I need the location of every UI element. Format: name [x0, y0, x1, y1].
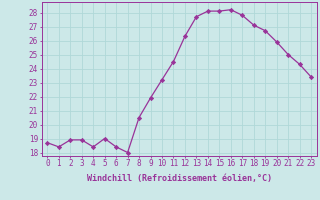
X-axis label: Windchill (Refroidissement éolien,°C): Windchill (Refroidissement éolien,°C): [87, 174, 272, 183]
